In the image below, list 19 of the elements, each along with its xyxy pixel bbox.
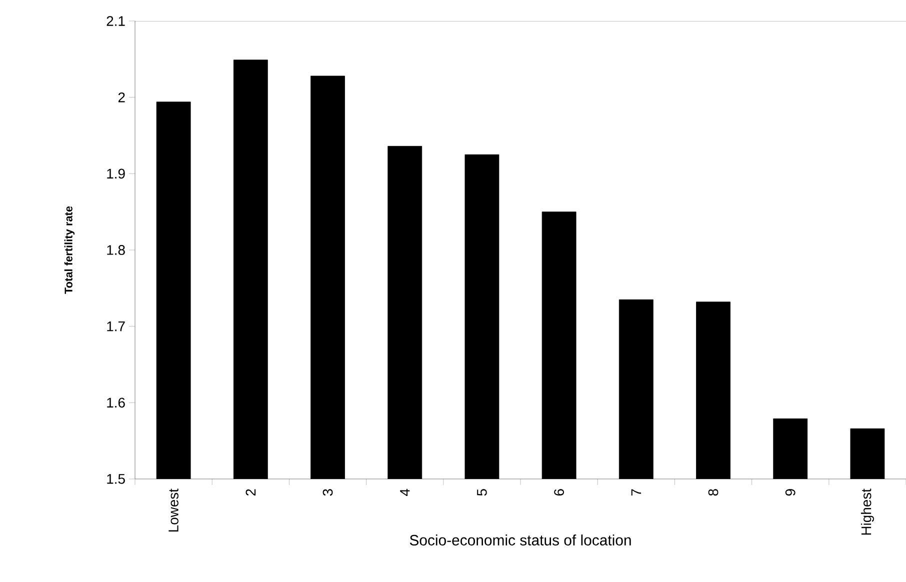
x-tick-label: 2	[246, 489, 256, 496]
y-tick-label: 1.6	[107, 398, 125, 408]
y-tick-label: 1.9	[107, 168, 125, 179]
y-tick-label: 1.8	[107, 245, 125, 255]
y-tick-label: 1.5	[107, 474, 125, 484]
x-tick-label: 8	[708, 489, 718, 496]
y-tick-label: 2	[118, 92, 125, 102]
x-tick-label: Lowest	[168, 488, 178, 532]
x-tick-label: 3	[322, 489, 333, 496]
y-tick-label: 2.1	[106, 16, 125, 26]
x-tick-label: 7	[631, 489, 641, 496]
x-tick-label: 5	[477, 489, 487, 496]
x-axis-title: Socio-economic status of location	[410, 534, 631, 546]
x-tick-label: 9	[785, 489, 796, 496]
y-axis-title: Total fertility rate	[64, 206, 75, 294]
x-tick-label: Highest	[860, 488, 874, 535]
x-tick-label: 4	[400, 488, 410, 496]
x-tick-label: 6	[554, 489, 564, 496]
y-tick-label: 1.7	[107, 322, 125, 332]
